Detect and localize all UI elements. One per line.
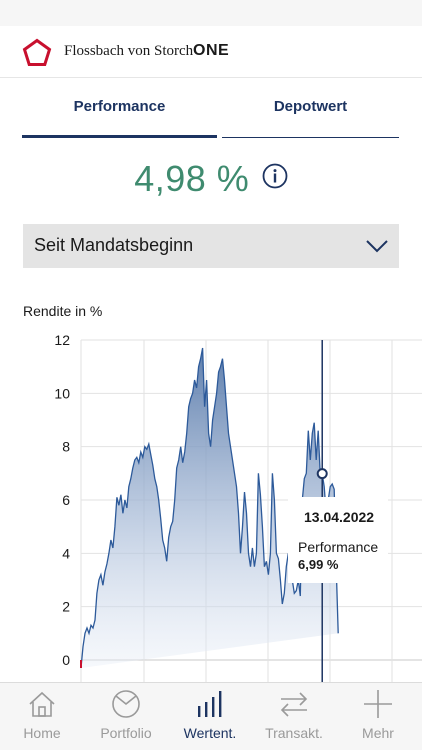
info-icon[interactable] bbox=[262, 163, 288, 189]
period-select-value: Seit Mandatsbeginn bbox=[34, 235, 194, 255]
performance-summary: 4,98 % bbox=[0, 158, 422, 200]
y-tick-label: 6 bbox=[62, 492, 70, 508]
tabbar-label-mehr: Mehr bbox=[362, 725, 394, 741]
home-icon bbox=[29, 691, 55, 717]
y-tick-label: 0 bbox=[62, 652, 70, 668]
period-select[interactable]: Seit Mandatsbeginn bbox=[23, 224, 399, 268]
bar-chart-icon bbox=[198, 691, 222, 717]
transfer-arrows-icon bbox=[280, 692, 308, 717]
tabbar-label-home: Home bbox=[23, 725, 61, 741]
tabbar-item-transaktionen[interactable]: Transakt. bbox=[252, 683, 336, 750]
y-tick-label: 12 bbox=[54, 332, 70, 348]
performance-value: 4,98 % bbox=[134, 158, 250, 199]
chevron-down-icon bbox=[366, 240, 388, 253]
bottom-tab-bar: Home Portfolio Wertent. Transakt. Me bbox=[0, 682, 422, 750]
tabbar-item-portfolio[interactable]: Portfolio bbox=[84, 683, 168, 750]
y-tick-label: 8 bbox=[62, 439, 70, 455]
pie-chart-icon bbox=[112, 690, 140, 718]
chart-tooltip: 13.04.2022 Performance 6,99 % bbox=[288, 497, 388, 583]
y-tick-label: 10 bbox=[54, 385, 70, 401]
tooltip-label: Performance bbox=[298, 539, 379, 555]
status-bar bbox=[0, 0, 422, 26]
tabbar-label-transaktionen: Transakt. bbox=[265, 725, 323, 741]
brand-product: ONE bbox=[193, 42, 230, 59]
tabbar-item-wertentwicklung[interactable]: Wertent. bbox=[168, 683, 252, 750]
performance-line bbox=[80, 347, 339, 669]
tooltip-date: 13.04.2022 bbox=[304, 509, 375, 525]
y-tick-label: 2 bbox=[62, 599, 70, 615]
tab-depotwert[interactable]: Depotwert bbox=[222, 86, 399, 138]
app-header: Flossbach von Storch ONE bbox=[0, 26, 422, 78]
tabbar-label-wertentwicklung: Wertent. bbox=[183, 725, 237, 741]
tabbar-item-home[interactable]: Home bbox=[0, 683, 84, 750]
tab-performance[interactable]: Performance bbox=[22, 86, 217, 138]
y-tick-label: 4 bbox=[62, 545, 70, 561]
chart-y-axis-label: Rendite in % bbox=[23, 303, 103, 319]
tabbar-label-portfolio: Portfolio bbox=[100, 725, 152, 741]
brand-logo-icon bbox=[22, 38, 52, 66]
brand-name: Flossbach von Storch bbox=[64, 43, 194, 59]
tabbar-item-mehr[interactable]: Mehr bbox=[336, 683, 420, 750]
tooltip-value: 6,99 % bbox=[298, 557, 339, 572]
performance-area bbox=[81, 348, 339, 668]
plus-icon bbox=[364, 690, 392, 718]
chart-highlight-marker bbox=[316, 468, 328, 480]
